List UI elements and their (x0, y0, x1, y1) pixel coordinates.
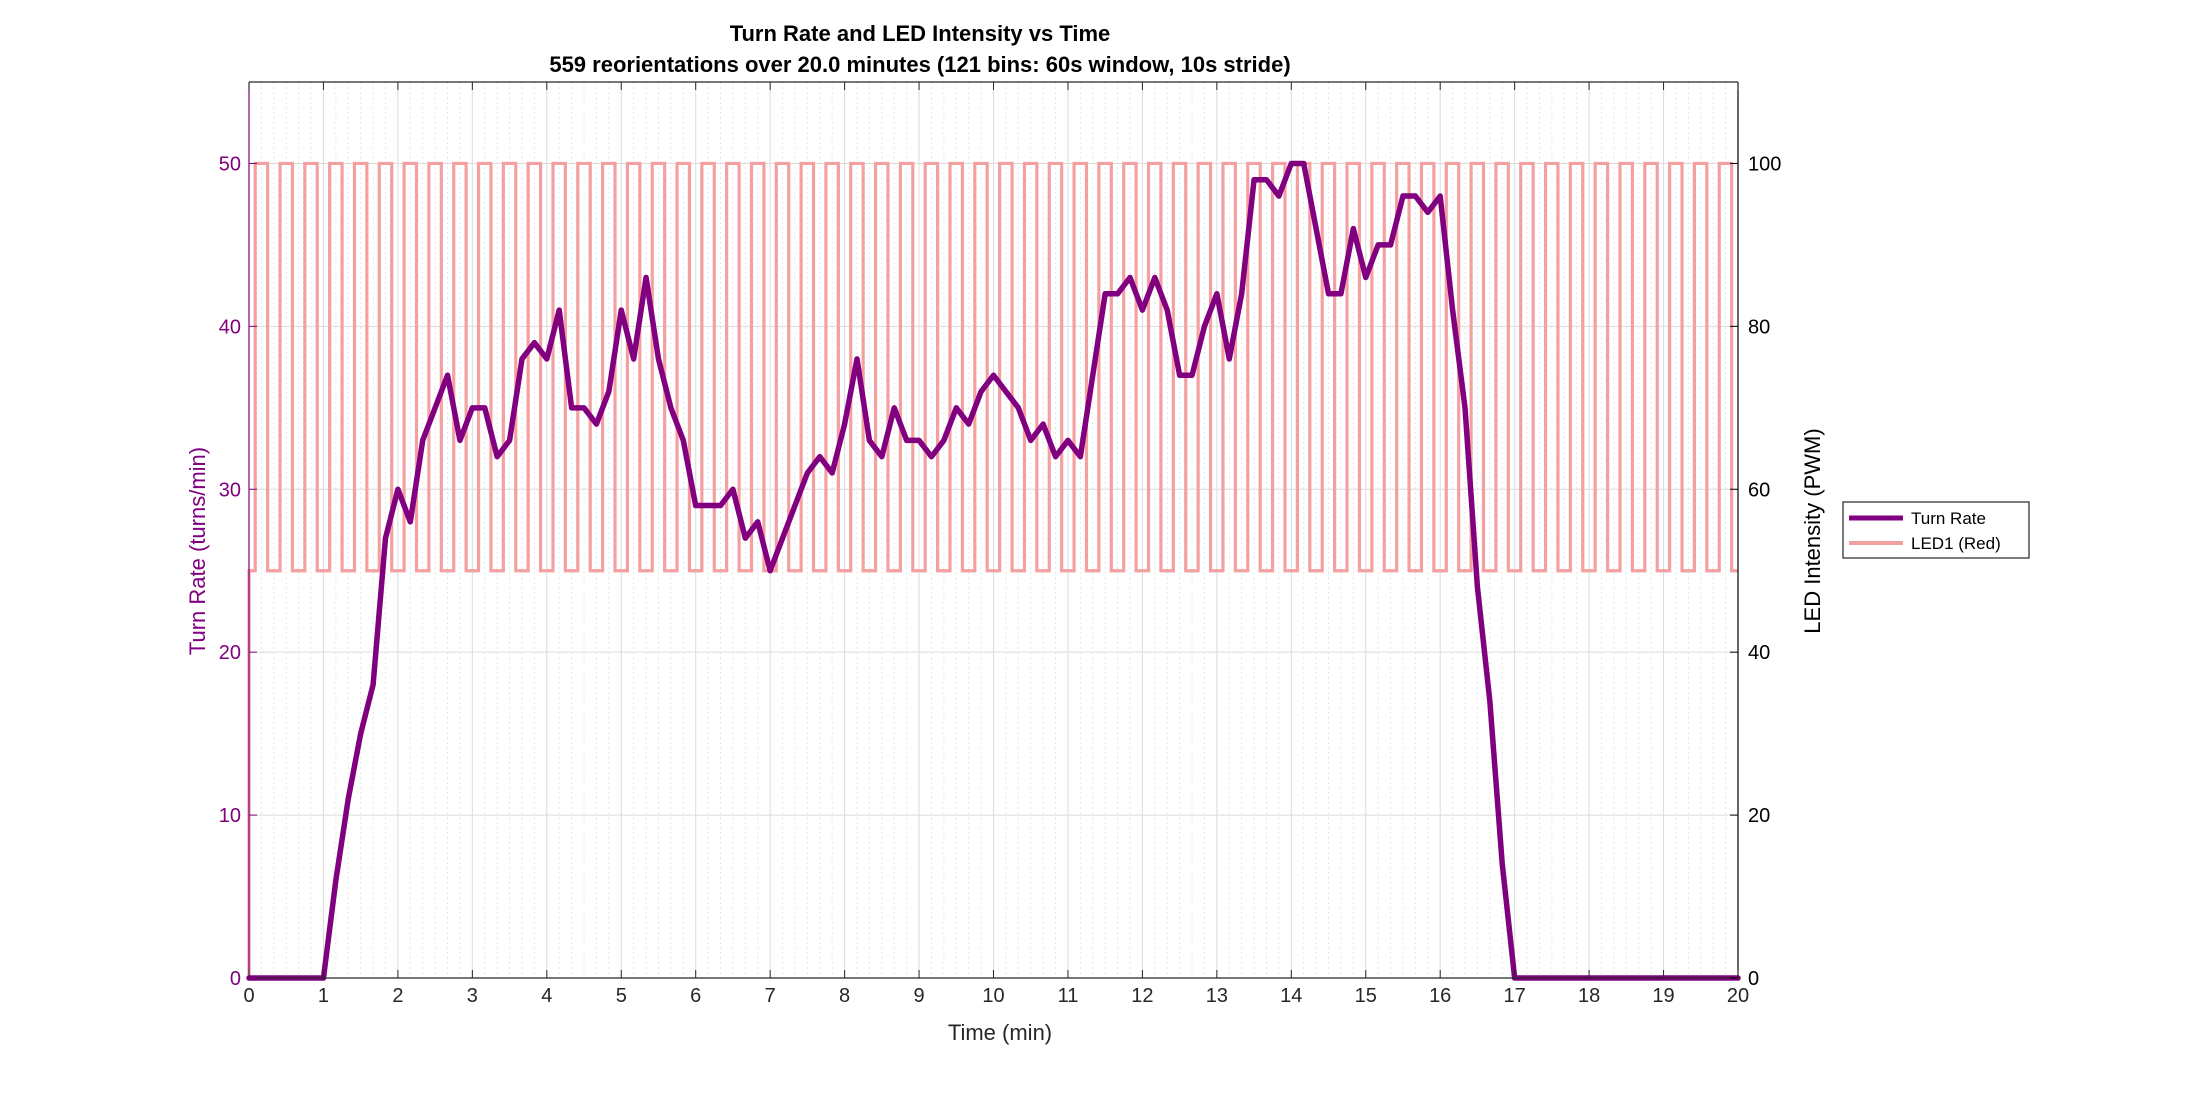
x-tick-label: 2 (392, 985, 403, 1007)
x-tick-label: 6 (690, 985, 701, 1007)
y-right-tick-label: 0 (1748, 968, 1759, 990)
x-tick-label: 20 (1727, 985, 1749, 1007)
x-tick-label: 9 (913, 985, 924, 1007)
turn-rate-line (246, 160, 1741, 981)
x-tick-label: 7 (765, 985, 776, 1007)
y-left-tick-label: 30 (219, 479, 241, 501)
y-right-tick-label: 80 (1748, 316, 1770, 338)
y-left-tick-label: 10 (219, 805, 241, 827)
x-tick-label: 1 (318, 985, 329, 1007)
x-tick-label: 13 (1206, 985, 1228, 1007)
x-tick-label: 19 (1652, 985, 1674, 1007)
legend-box (1842, 501, 2030, 559)
y-axis-left-label: Turn Rate (turns/min) (185, 447, 210, 655)
x-tick-label: 0 (243, 985, 254, 1007)
x-tick-label: 14 (1280, 985, 1302, 1007)
x-tick-label: 15 (1355, 985, 1377, 1007)
chart-title: Turn Rate and LED Intensity vs Time (730, 21, 1111, 46)
x-tick-label: 5 (616, 985, 627, 1007)
x-tick-label: 8 (839, 985, 850, 1007)
led-series (247, 161, 1738, 978)
legend: Turn Rate LED1 (Red) (1842, 501, 2030, 559)
minor-grid (260, 82, 1727, 978)
x-tick-label: 10 (982, 985, 1004, 1007)
x-tick-label: 11 (1058, 985, 1079, 1007)
x-tick-label: 18 (1578, 985, 1600, 1007)
x-axis-label: Time (min) (948, 1020, 1052, 1045)
y-left-tick-label: 50 (219, 153, 241, 175)
y-right-tick-label: 100 (1748, 153, 1781, 175)
y-axis-right-label: LED Intensity (PWM) (1800, 428, 1825, 633)
x-tick-label: 17 (1504, 985, 1526, 1007)
x-tick-label: 3 (467, 985, 478, 1007)
axes: 0 1 2 3 4 5 6 7 8 9 10 11 12 13 14 15 16 17 18 19 2001020304… (219, 81, 1781, 1007)
x-tick-label: 4 (541, 985, 552, 1007)
x-tick-label: 16 (1429, 985, 1451, 1007)
turn-rate-series (246, 160, 1741, 981)
y-right-tick-label: 40 (1748, 642, 1770, 664)
y-left-tick-label: 40 (219, 316, 241, 338)
major-grid (248, 82, 1739, 979)
legend-led-label: LED1 (Red) (1911, 534, 2001, 553)
legend-turn-rate-label: Turn Rate (1911, 509, 1986, 528)
y-left-tick-label: 20 (219, 642, 241, 664)
led-square-wave-line (247, 161, 1738, 978)
y-right-tick-label: 20 (1748, 805, 1770, 827)
x-tick-label: 12 (1131, 985, 1153, 1007)
chart-subtitle: 559 reorientations over 20.0 minutes (12… (549, 52, 1290, 77)
y-right-tick-label: 60 (1748, 479, 1770, 501)
y-left-tick-label: 0 (230, 968, 241, 990)
